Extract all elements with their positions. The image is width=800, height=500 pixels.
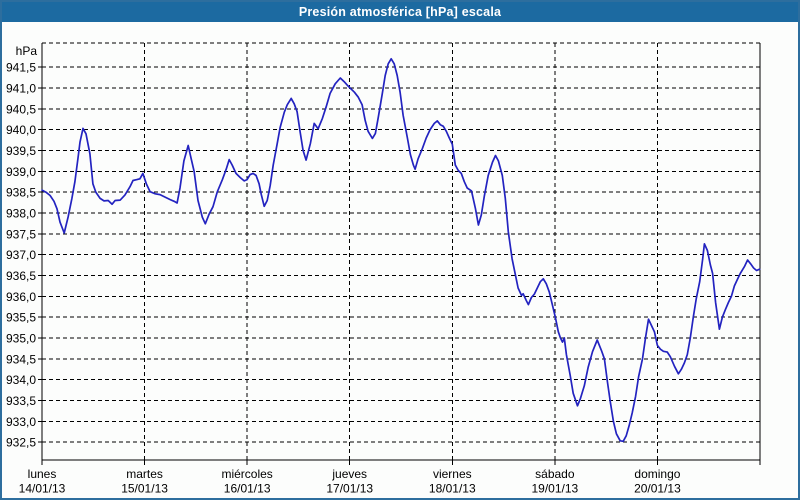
y-axis-tick-label: 933,0 bbox=[6, 415, 36, 429]
y-axis-tick-label: 939,5 bbox=[6, 144, 36, 158]
x-axis-day-name: martes bbox=[126, 467, 163, 481]
y-axis-tick-label: 936,0 bbox=[6, 290, 36, 304]
x-axis-day-name: miércoles bbox=[221, 467, 272, 481]
y-axis-tick-label: 934,0 bbox=[6, 373, 36, 387]
y-axis-tick-label: 937,5 bbox=[6, 227, 36, 241]
pressure-line bbox=[41, 57, 761, 443]
x-axis-date: 18/01/13 bbox=[429, 482, 476, 496]
label-layer: 941,5 941,0 940,5 940,0 939,5 939,0 938,5 938,0… bbox=[6, 61, 681, 496]
x-axis-day-name: lunes bbox=[28, 467, 57, 481]
y-axis-tick-label: 937,0 bbox=[6, 248, 36, 262]
x-axis-day-name: jueves bbox=[331, 467, 367, 481]
y-axis-tick-label: 933,5 bbox=[6, 394, 36, 408]
y-axis-tick-label: 940,0 bbox=[6, 123, 36, 137]
x-axis-date: 16/01/13 bbox=[224, 482, 271, 496]
y-axis-tick-label: 941,0 bbox=[6, 81, 36, 95]
y-axis-tick-label: 938,0 bbox=[6, 206, 36, 220]
x-axis-day-name: viernes bbox=[433, 467, 472, 481]
y-axis-tick-label: 935,0 bbox=[6, 331, 36, 345]
x-axis-day-name: sábado bbox=[535, 467, 575, 481]
x-axis-date: 14/01/13 bbox=[19, 482, 66, 496]
x-axis-date: 17/01/13 bbox=[326, 482, 373, 496]
y-axis-tick-label: 941,5 bbox=[6, 61, 36, 75]
y-axis-tick-label: 940,5 bbox=[6, 102, 36, 116]
x-axis-date: 15/01/13 bbox=[121, 482, 168, 496]
axis-layer bbox=[38, 42, 761, 465]
y-axis-tick-label: 935,5 bbox=[6, 311, 36, 325]
x-axis-day-name: domingo bbox=[634, 467, 680, 481]
y-axis-tick-label: 938,5 bbox=[6, 186, 36, 200]
x-axis-date: 20/01/13 bbox=[634, 482, 681, 496]
x-axis-date: 19/01/13 bbox=[531, 482, 578, 496]
y-axis-unit-label: hPa bbox=[16, 44, 38, 58]
grid-layer bbox=[42, 43, 760, 460]
y-axis-tick-label: 934,5 bbox=[6, 352, 36, 366]
y-axis-tick-label: 936,5 bbox=[6, 269, 36, 283]
chart-title: Presión atmosférica [hPa] escala bbox=[298, 5, 502, 19]
series-layer bbox=[41, 57, 761, 443]
y-axis-tick-label: 939,0 bbox=[6, 165, 36, 179]
title-bar: Presión atmosférica [hPa] escala bbox=[2, 2, 798, 22]
y-axis-tick-label: 932,5 bbox=[6, 436, 36, 450]
